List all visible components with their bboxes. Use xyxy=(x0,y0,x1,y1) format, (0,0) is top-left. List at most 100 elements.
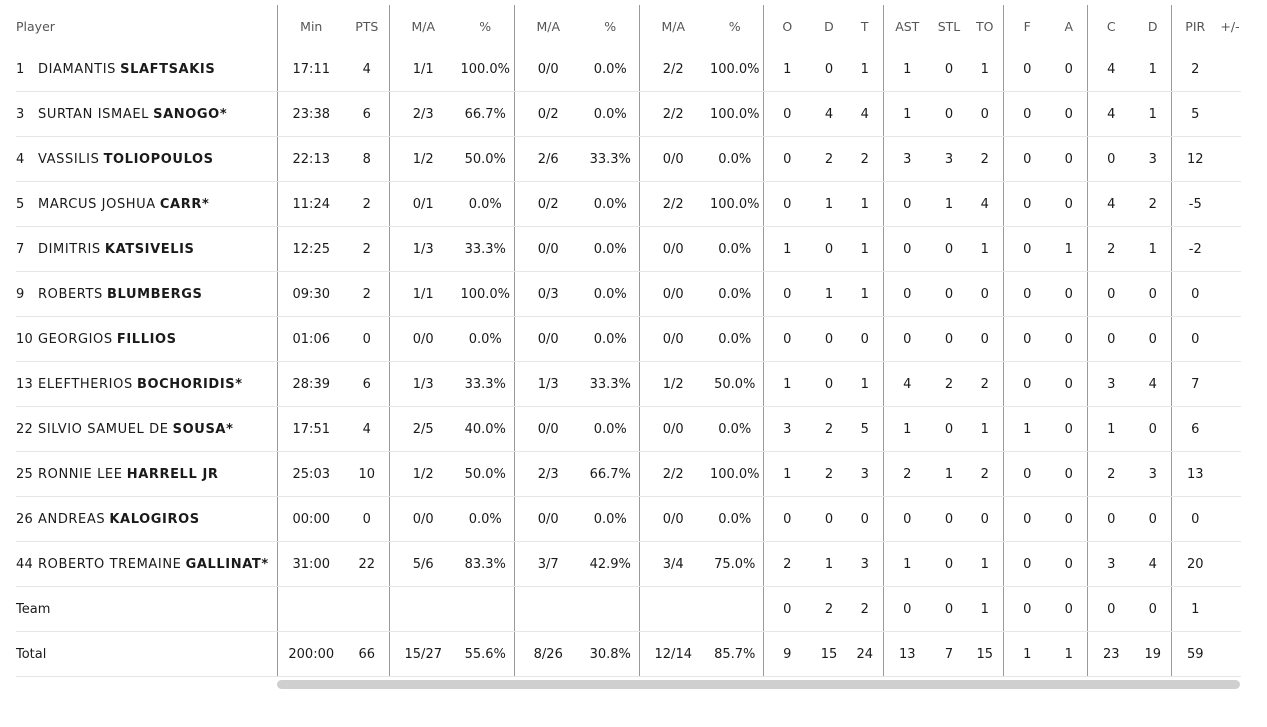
col-header-to[interactable]: TO xyxy=(976,18,994,34)
player-last-name: HARRELL JR xyxy=(126,466,219,482)
col-header-min[interactable]: Min xyxy=(276,5,345,47)
stat-pm xyxy=(1219,406,1241,452)
stat-ft-pct: 0.0% xyxy=(707,226,763,272)
col-header-reb-t[interactable]: T xyxy=(860,18,869,34)
player-name-cell[interactable]: 7 DIMITRIS KATSIVELIS xyxy=(16,226,277,272)
col-header-fouls-d[interactable]: D xyxy=(1147,18,1158,34)
player-row[interactable]: 5 MARCUS JOSHUA CARR* 11:24 2 0/1 0.0% 0/2 0.0%… xyxy=(16,181,1241,227)
stat-d: 4 xyxy=(811,91,847,137)
stat-d: 15 xyxy=(811,631,847,677)
player-row[interactable]: 25 RONNIE LEE HARRELL JR 25:03 10 1/2 50.0% 2/… xyxy=(16,451,1241,497)
col-header-ft-pct[interactable]: % xyxy=(728,18,741,34)
player-row[interactable]: 26 ANDREAS KALOGIROS 00:00 0 0/0 0.0% 0/0 0.0% 0… xyxy=(16,496,1241,542)
player-name-cell[interactable]: 26 ANDREAS KALOGIROS xyxy=(16,496,277,542)
stat-c: 4 xyxy=(1086,181,1135,227)
col-header-pts[interactable]: PTS xyxy=(355,18,379,34)
stat-o: 9 xyxy=(762,631,811,677)
stat-a: 1 xyxy=(1051,226,1087,272)
stat-pm xyxy=(1219,541,1241,587)
player-name-cell[interactable]: 10 GEORGIOS FILLIOS xyxy=(16,316,277,362)
stat-fd: 0 xyxy=(1135,586,1171,632)
stat-to: 1 xyxy=(967,586,1003,632)
player-row[interactable]: 9 ROBERTS BLUMBERGS 09:30 2 1/1 100.0% 0/3 0.0%… xyxy=(16,271,1241,317)
stat-to: 2 xyxy=(967,361,1003,407)
stat-ft-pct: 100.0% xyxy=(707,47,763,92)
team-row-label: Team xyxy=(16,586,277,632)
player-row[interactable]: 44 ROBERTO TREMAINE GALLINAT* 31:00 22 5/6 83… xyxy=(16,541,1241,587)
horizontal-scrollbar[interactable] xyxy=(277,680,1240,689)
player-name-cell[interactable]: 1 DIAMANTIS SLAFTSAKIS xyxy=(16,47,277,92)
player-name-cell[interactable]: 3 SURTAN ISMAEL SANOGO* xyxy=(16,91,277,137)
col-header-fg3-ma[interactable]: M/A xyxy=(513,5,582,47)
col-header-plus-minus[interactable]: +/- xyxy=(1220,18,1240,34)
player-number: 4 xyxy=(16,151,25,167)
player-name-cell[interactable]: 22 SILVIO SAMUEL DE SOUSA* xyxy=(16,406,277,452)
col-header-pir[interactable]: PIR xyxy=(1170,5,1219,47)
stat-to: 0 xyxy=(967,496,1003,542)
player-row[interactable]: 3 SURTAN ISMAEL SANOGO* 23:38 6 2/3 66.7% 0/2 0… xyxy=(16,91,1241,137)
player-last-name: BOCHORIDIS* xyxy=(136,376,243,392)
player-name-cell[interactable]: 44 ROBERTO TREMAINE GALLINAT* xyxy=(16,541,277,587)
player-first-name: ANDREAS xyxy=(38,511,106,527)
col-header-stl[interactable]: STL xyxy=(937,18,961,34)
player-row[interactable]: 22 SILVIO SAMUEL DE SOUSA* 17:51 4 2/5 40.0% 0… xyxy=(16,406,1241,452)
stat-fg3-ma: 0/0 xyxy=(513,496,582,542)
stat-fg2-ma: 5/6 xyxy=(388,541,457,587)
stat-c: 23 xyxy=(1086,631,1135,677)
player-first-name: DIAMANTIS xyxy=(38,61,116,77)
player-first-name: ROBERTO TREMAINE xyxy=(38,556,182,572)
stat-o: 1 xyxy=(762,361,811,407)
stat-ast: 0 xyxy=(882,226,931,272)
stat-pm xyxy=(1219,136,1241,182)
col-header-player[interactable]: Player xyxy=(16,18,55,34)
player-row[interactable]: 13 ELEFTHERIOS BOCHORIDIS* 28:39 6 1/3 33.3% 1… xyxy=(16,361,1241,407)
stat-a: 0 xyxy=(1051,496,1087,542)
player-last-name: GALLINAT* xyxy=(185,556,269,572)
col-header-ft-ma[interactable]: M/A xyxy=(638,5,707,47)
stat-d: 2 xyxy=(811,586,847,632)
col-header-fg2-ma[interactable]: M/A xyxy=(388,5,457,47)
col-header-ast[interactable]: AST xyxy=(882,5,931,47)
col-header-fouls-c[interactable]: C xyxy=(1086,5,1135,47)
stat-fg2-pct: 0.0% xyxy=(457,496,514,542)
player-row[interactable]: 4 VASSILIS TOLIOPOULOS 22:13 8 1/2 50.0% 2/6 33… xyxy=(16,136,1241,182)
col-header-fg2-pct[interactable]: % xyxy=(479,18,492,34)
stat-min: 11:24 xyxy=(276,181,345,227)
stat-pm xyxy=(1219,271,1241,317)
player-name-cell[interactable]: 13 ELEFTHERIOS BOCHORIDIS* xyxy=(16,361,277,407)
col-header-reb-d[interactable]: D xyxy=(824,18,834,34)
stat-stl: 0 xyxy=(931,91,967,137)
stat-a: 0 xyxy=(1051,361,1087,407)
stat-a: 0 xyxy=(1051,541,1087,587)
player-name-cell[interactable]: 9 ROBERTS BLUMBERGS xyxy=(16,271,277,317)
player-last-name: KALOGIROS xyxy=(109,511,200,527)
stat-ast: 0 xyxy=(882,496,931,542)
stat-t: 2 xyxy=(847,136,883,182)
col-header-reb-o[interactable]: O xyxy=(762,5,811,47)
stat-a: 0 xyxy=(1051,47,1087,92)
stat-pir: 12 xyxy=(1170,136,1219,182)
stat-pir: 20 xyxy=(1170,541,1219,587)
stat-pts: 0 xyxy=(345,316,389,362)
stat-c: 0 xyxy=(1086,316,1135,362)
col-header-fg3-pct[interactable]: % xyxy=(604,18,617,34)
player-row[interactable]: 7 DIMITRIS KATSIVELIS 12:25 2 1/3 33.3% 0/0 0.0… xyxy=(16,226,1241,272)
stat-fg2-pct: 55.6% xyxy=(457,631,514,677)
stat-min: 28:39 xyxy=(276,361,345,407)
stat-ast: 3 xyxy=(882,136,931,182)
col-header-blk-a[interactable]: A xyxy=(1064,18,1074,34)
player-row[interactable]: 1 DIAMANTIS SLAFTSAKIS 17:11 4 1/1 100.0% 0/0 0… xyxy=(16,47,1241,92)
player-name-cell[interactable]: 25 RONNIE LEE HARRELL JR xyxy=(16,451,277,497)
stat-fg2-pct: 83.3% xyxy=(457,541,514,587)
stat-fg3-pct: 0.0% xyxy=(582,226,639,272)
col-header-blk-f[interactable]: F xyxy=(1002,5,1051,47)
stat-fg3-ma: 0/2 xyxy=(513,91,582,137)
player-row[interactable]: 10 GEORGIOS FILLIOS 01:06 0 0/0 0.0% 0/0 0.0% 0/… xyxy=(16,316,1241,362)
stat-d: 1 xyxy=(811,181,847,227)
player-name-cell[interactable]: 5 MARCUS JOSHUA CARR* xyxy=(16,181,277,227)
stat-fg2-ma: 15/27 xyxy=(388,631,457,677)
player-number: 5 xyxy=(16,196,25,212)
stat-t: 0 xyxy=(847,496,883,542)
stat-a: 1 xyxy=(1051,631,1087,677)
player-name-cell[interactable]: 4 VASSILIS TOLIOPOULOS xyxy=(16,136,277,182)
